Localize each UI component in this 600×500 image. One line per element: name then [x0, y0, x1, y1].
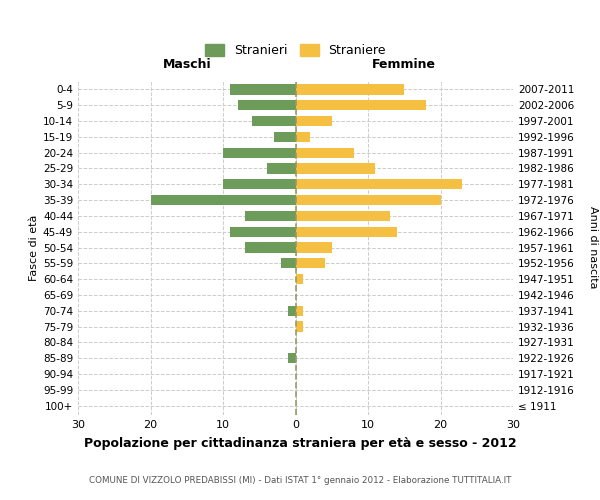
- Bar: [223, 148, 296, 158]
- Bar: [245, 242, 296, 252]
- Bar: [296, 226, 397, 237]
- Y-axis label: Anni di nascita: Anni di nascita: [589, 206, 599, 289]
- Bar: [252, 116, 296, 126]
- Bar: [296, 274, 303, 284]
- Bar: [288, 306, 296, 316]
- Bar: [296, 179, 462, 190]
- Bar: [238, 100, 296, 110]
- Bar: [281, 258, 296, 268]
- Bar: [296, 148, 353, 158]
- Bar: [288, 353, 296, 363]
- Bar: [296, 195, 440, 205]
- Text: Popolazione per cittadinanza straniera per età e sesso - 2012: Popolazione per cittadinanza straniera p…: [83, 437, 517, 450]
- Bar: [296, 242, 332, 252]
- Bar: [296, 322, 303, 332]
- Text: Maschi: Maschi: [163, 58, 211, 70]
- Bar: [296, 306, 303, 316]
- Bar: [151, 195, 296, 205]
- Bar: [230, 226, 296, 237]
- Legend: Stranieri, Straniere: Stranieri, Straniere: [200, 40, 391, 62]
- Bar: [296, 258, 325, 268]
- Bar: [266, 164, 296, 173]
- Bar: [296, 100, 426, 110]
- Text: Femmine: Femmine: [372, 58, 436, 70]
- Bar: [296, 84, 404, 94]
- Bar: [245, 211, 296, 221]
- Text: COMUNE DI VIZZOLO PREDABISSI (MI) - Dati ISTAT 1° gennaio 2012 - Elaborazione TU: COMUNE DI VIZZOLO PREDABISSI (MI) - Dati…: [89, 476, 511, 485]
- Y-axis label: Fasce di età: Fasce di età: [29, 214, 39, 280]
- Bar: [230, 84, 296, 94]
- Bar: [296, 164, 375, 173]
- Bar: [296, 132, 310, 142]
- Bar: [274, 132, 296, 142]
- Bar: [296, 116, 332, 126]
- Bar: [296, 211, 390, 221]
- Bar: [223, 179, 296, 190]
